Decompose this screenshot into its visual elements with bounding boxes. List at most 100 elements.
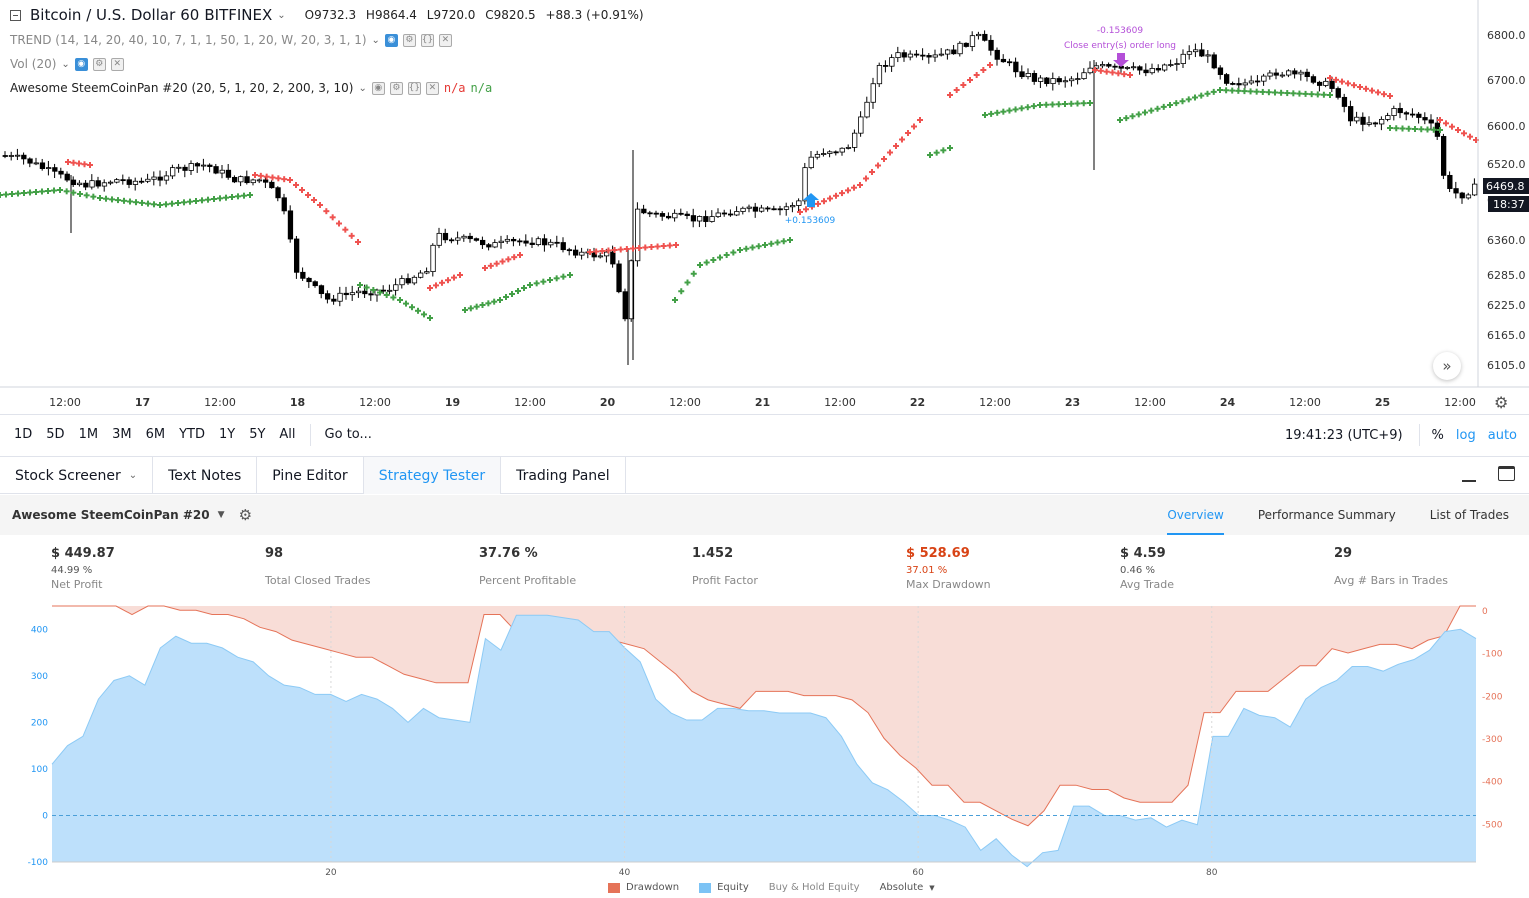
green-trend-marker xyxy=(927,152,933,158)
range-1d[interactable]: 1D xyxy=(14,427,33,442)
close-icon[interactable]: ✕ xyxy=(425,81,439,95)
red-trend-marker xyxy=(311,197,317,203)
settings-icon[interactable]: ⚙ xyxy=(92,57,106,71)
green-trend-marker xyxy=(1055,101,1062,108)
tab-text-notes[interactable]: Text Notes xyxy=(153,457,258,494)
tab-performance-summary[interactable]: Performance Summary xyxy=(1257,508,1396,522)
close-icon[interactable]: ✕ xyxy=(438,33,452,47)
price-tick-label: 6700.0 xyxy=(1487,74,1526,87)
equity-chart[interactable]: 20 40 60 80 -100 0 100 200 300 400 0 -100 -200 -300 -4… xyxy=(0,604,1529,898)
price-tick-label: 6165.0 xyxy=(1487,329,1526,342)
red-trend-marker xyxy=(317,202,323,208)
caret-down-icon[interactable]: ▼ xyxy=(217,510,225,520)
candle-body xyxy=(442,232,449,241)
volume-indicator-label[interactable]: Vol (20) xyxy=(10,57,57,71)
green-trend-marker xyxy=(947,145,953,151)
candle-body xyxy=(1354,116,1360,122)
candle-body xyxy=(542,238,548,246)
goto-button[interactable]: Go to... xyxy=(324,427,372,442)
chevron-down-icon[interactable]: ⌄ xyxy=(358,82,367,94)
strategy-indicator-label[interactable]: Awesome SteemCoinPan #20 (20, 5, 1, 20, … xyxy=(10,81,354,95)
green-trend-marker xyxy=(521,285,527,291)
minimize-icon[interactable] xyxy=(1462,480,1476,482)
green-trend-marker xyxy=(1217,87,1223,93)
metric-net-profit: $ 449.87 44.99 % Net Profit xyxy=(51,546,115,591)
close-icon[interactable]: ✕ xyxy=(110,57,124,71)
candle-body xyxy=(982,33,988,41)
settings-icon[interactable]: ⚙ xyxy=(402,33,416,47)
log-scale-toggle[interactable]: log xyxy=(1455,427,1476,443)
eye-icon[interactable]: ◉ xyxy=(74,57,88,71)
chevron-down-icon[interactable]: ⌄ xyxy=(128,470,138,481)
absolute-dropdown[interactable]: Absolute ▼ xyxy=(880,882,935,893)
candle-body xyxy=(262,179,269,183)
gear-icon[interactable]: ⚙ xyxy=(238,506,253,524)
range-3m[interactable]: 3M xyxy=(112,427,132,442)
strategy-name[interactable]: Awesome SteemCoinPan #20 xyxy=(12,508,210,522)
chart-settings-icon[interactable]: ⚙ xyxy=(1494,393,1509,412)
percent-scale-toggle[interactable]: % xyxy=(1431,427,1444,443)
candle-body xyxy=(436,232,442,246)
tab-stock-screener[interactable]: Stock Screener ⌄ xyxy=(0,457,154,494)
green-trend-marker xyxy=(9,191,15,197)
time-tick-label: 12:00 xyxy=(824,396,856,409)
scroll-to-realtime-button[interactable]: » xyxy=(1433,352,1461,380)
red-trend-marker xyxy=(648,244,655,250)
green-trend-marker xyxy=(1142,109,1148,116)
candle-body xyxy=(529,242,535,245)
clock[interactable]: 19:41:23 (UTC+9) xyxy=(1284,427,1403,443)
tab-list-of-trades[interactable]: List of Trades xyxy=(1429,508,1509,522)
trend-indicator-label[interactable]: TREND (14, 14, 20, 40, 10, 7, 1, 1, 50, … xyxy=(10,33,367,47)
interval[interactable]: 60 xyxy=(180,6,200,24)
candle-body xyxy=(430,244,436,272)
red-trend-marker xyxy=(827,195,833,202)
price-tick-label: 6600.0 xyxy=(1487,120,1526,133)
exchange[interactable]: BITFINEX xyxy=(204,6,273,24)
candle-body xyxy=(1447,174,1453,189)
candle-body xyxy=(1217,67,1224,75)
price-chart[interactable]: 6800.06700.06600.06520.06440.06360.06285… xyxy=(0,0,1529,413)
y-right-tick-label: -500 xyxy=(1482,820,1503,830)
tab-trading-panel[interactable]: Trading Panel xyxy=(501,457,626,494)
range-ytd[interactable]: YTD xyxy=(179,427,205,442)
metric-label: Avg Trade xyxy=(1120,578,1174,591)
range-6m[interactable]: 6M xyxy=(145,427,166,442)
eye-icon[interactable]: ◉ xyxy=(371,81,385,95)
range-5y[interactable]: 5Y xyxy=(249,427,266,442)
candle-body xyxy=(1391,108,1397,116)
candle-body xyxy=(188,163,194,171)
auto-scale-toggle[interactable]: auto xyxy=(1487,427,1517,443)
range-5d[interactable]: 5D xyxy=(46,427,65,442)
source-code-icon[interactable]: {} xyxy=(420,33,434,47)
candle-body xyxy=(1298,71,1304,75)
tab-strategy-tester[interactable]: Strategy Tester xyxy=(363,457,502,494)
collapse-icon[interactable] xyxy=(10,9,21,21)
range-all[interactable]: All xyxy=(279,427,296,442)
red-trend-marker xyxy=(281,176,288,183)
high-value: H9864.4 xyxy=(365,8,417,22)
source-code-icon[interactable]: {} xyxy=(407,81,421,95)
drawdown-area xyxy=(52,606,1476,826)
eye-icon[interactable]: ◉ xyxy=(384,33,398,47)
chevron-down-icon[interactable]: ⌄ xyxy=(277,9,286,21)
tab-pine-editor[interactable]: Pine Editor xyxy=(257,457,364,494)
legend-drawdown[interactable]: Drawdown xyxy=(608,882,679,893)
settings-icon[interactable]: ⚙ xyxy=(389,81,403,95)
red-trend-marker xyxy=(1375,89,1381,96)
legend-buy-hold[interactable]: Buy & Hold Equity xyxy=(768,882,860,893)
green-trend-marker xyxy=(1278,89,1285,96)
maximize-icon[interactable] xyxy=(1498,466,1515,481)
candle-body xyxy=(1472,183,1478,196)
symbol-name[interactable]: Bitcoin / U.S. Dollar xyxy=(30,6,176,24)
candle-body xyxy=(33,162,39,165)
green-trend-marker xyxy=(1080,100,1087,107)
chevron-down-icon[interactable]: ⌄ xyxy=(61,58,70,70)
tab-overview[interactable]: Overview xyxy=(1167,495,1224,535)
price-chart-canvas[interactable]: 6800.06700.06600.06520.06440.06360.06285… xyxy=(0,0,1529,413)
legend-equity[interactable]: Equity xyxy=(699,882,749,893)
red-trend-marker xyxy=(342,226,349,233)
range-1m[interactable]: 1M xyxy=(78,427,99,442)
green-trend-marker xyxy=(503,294,509,300)
range-1y[interactable]: 1Y xyxy=(218,427,236,442)
chevron-down-icon[interactable]: ⌄ xyxy=(371,34,380,46)
